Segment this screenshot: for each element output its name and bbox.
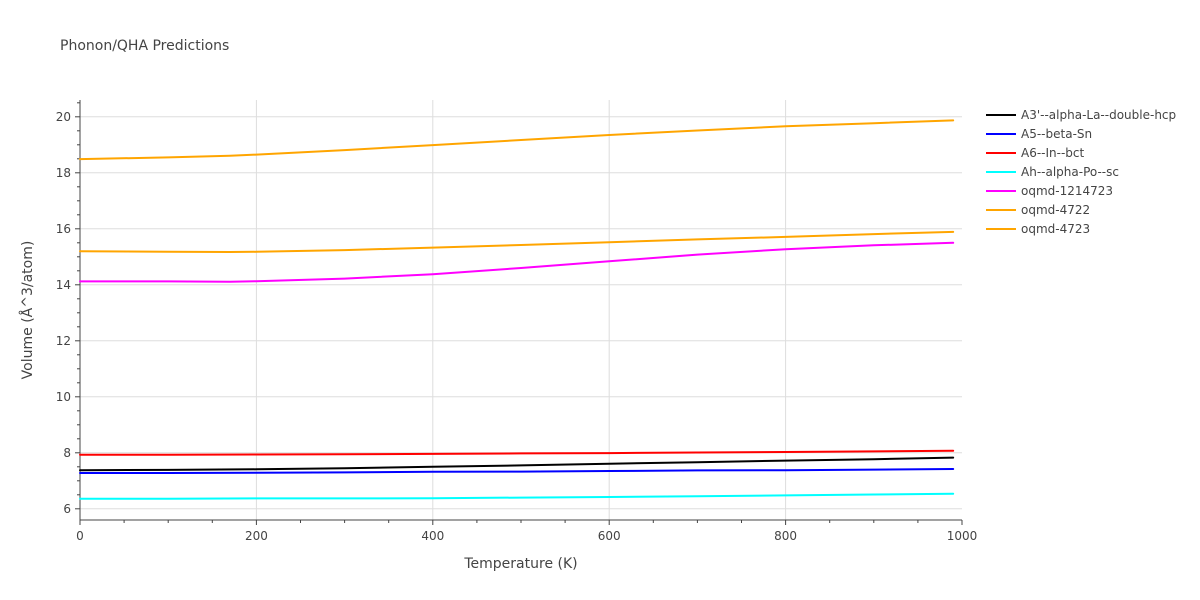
legend-label: Ah--alpha-Po--sc <box>1021 165 1119 179</box>
series-line-2[interactable] <box>79 449 955 456</box>
x-axis-title: Temperature (K) <box>463 556 577 572</box>
series-line-4[interactable] <box>79 241 955 283</box>
series-lines <box>79 119 955 500</box>
legend-label: A3'--alpha-La--double-hcp <box>1021 108 1176 122</box>
x-tick-label: 800 <box>774 529 797 543</box>
legend[interactable]: A3'--alpha-La--double-hcp A5--beta-Sn A6--… <box>986 108 1176 236</box>
legend-item[interactable]: oqmd-1214723 <box>986 184 1113 198</box>
series-line-3[interactable] <box>79 492 955 500</box>
grid-lines <box>80 100 962 520</box>
y-axis-title: Volume (Å^3/atom) <box>19 241 36 380</box>
series-line-1[interactable] <box>79 468 955 474</box>
y-tick-label: 20 <box>56 110 71 124</box>
legend-item[interactable]: A6--In--bct <box>986 146 1085 160</box>
y-tick-label: 18 <box>56 166 71 180</box>
legend-label: oqmd-1214723 <box>1021 184 1113 198</box>
y-tick-label: 8 <box>63 446 71 460</box>
x-tick-label: 200 <box>245 529 268 543</box>
series-line-5[interactable] <box>79 230 955 253</box>
legend-item[interactable]: oqmd-4723 <box>986 222 1090 236</box>
legend-label: A6--In--bct <box>1021 146 1085 160</box>
x-tick-label: 0 <box>76 529 84 543</box>
x-tick-label: 1000 <box>947 529 978 543</box>
series-line-6[interactable] <box>79 119 955 161</box>
axes: 0 200 400 600 800 1000 6 8 10 12 14 16 18 20 <box>56 100 978 543</box>
y-tick-label: 6 <box>63 502 71 516</box>
legend-item[interactable]: A3'--alpha-La--double-hcp <box>986 108 1176 122</box>
y-tick-label: 10 <box>56 390 71 404</box>
y-tick-label: 16 <box>56 222 71 236</box>
y-tick-label: 14 <box>56 278 71 292</box>
series-line-0[interactable] <box>79 456 955 472</box>
legend-item[interactable]: oqmd-4722 <box>986 203 1090 217</box>
chart-title: Phonon/QHA Predictions <box>60 38 229 54</box>
legend-label: oqmd-4723 <box>1021 222 1090 236</box>
x-tick-label: 400 <box>421 529 444 543</box>
y-tick-label: 12 <box>56 334 71 348</box>
legend-label: oqmd-4722 <box>1021 203 1090 217</box>
legend-label: A5--beta-Sn <box>1021 127 1092 141</box>
legend-item[interactable]: Ah--alpha-Po--sc <box>986 165 1119 179</box>
legend-item[interactable]: A5--beta-Sn <box>986 127 1092 141</box>
x-tick-label: 600 <box>598 529 621 543</box>
